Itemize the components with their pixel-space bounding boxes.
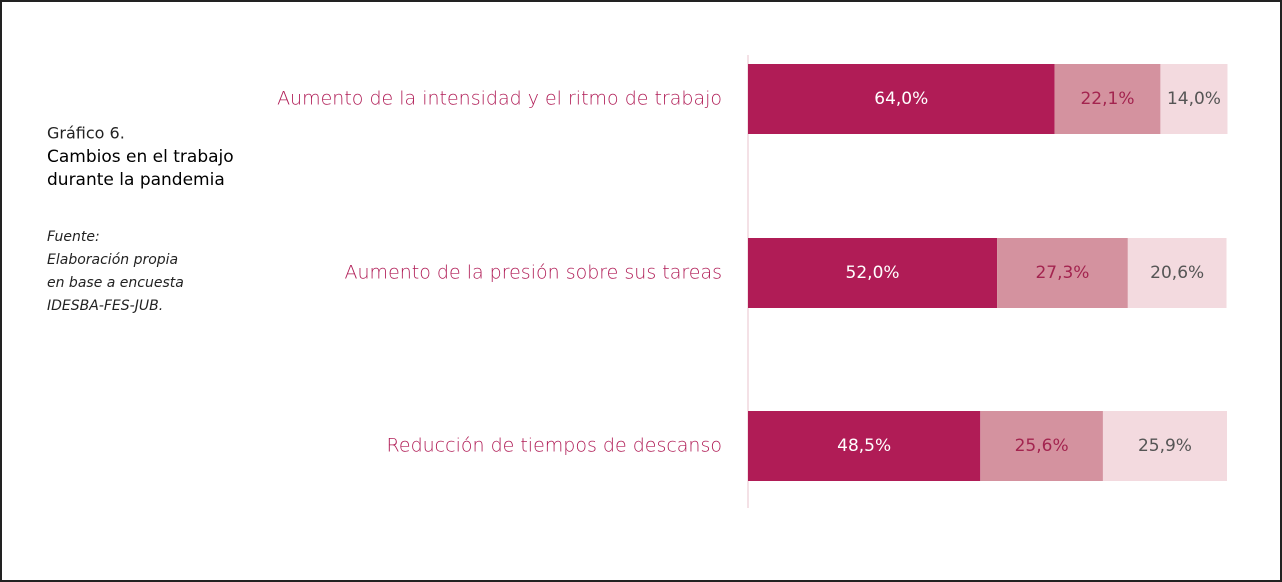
bar-segment (1127, 238, 1227, 308)
bar-segment (980, 411, 1103, 481)
value-label: 25,6% (1015, 436, 1069, 456)
source: Fuente: (47, 229, 100, 245)
value-label: 25,9% (1138, 436, 1192, 456)
source: en base a encuesta (47, 275, 184, 291)
chart-title: Cambios en el trabajo (47, 147, 234, 167)
value-label: 20,6% (1150, 263, 1204, 283)
bar-segment (1102, 411, 1227, 481)
bar-segment (1160, 64, 1228, 134)
value-label: 64,0% (874, 89, 928, 109)
bar-segment (997, 238, 1128, 308)
value-label: 48,5% (837, 436, 891, 456)
value-label: 52,0% (846, 263, 900, 283)
category-label: Reducción de tiempos de descanso (387, 435, 722, 457)
chart-title: durante la pandemia (47, 170, 225, 190)
source: IDESBA-FES-JUB. (47, 298, 163, 314)
bar-segment (748, 411, 981, 481)
category-label: Aumento de la presión sobre sus tareas (345, 262, 722, 284)
value-label: 14,0% (1167, 89, 1221, 109)
figure-number: Gráfico 6. (47, 124, 125, 143)
bar-segment (748, 238, 998, 308)
bar-segment (748, 64, 1055, 134)
value-label: 27,3% (1035, 263, 1089, 283)
source: Elaboración propia (47, 252, 178, 268)
value-label: 22,1% (1080, 89, 1134, 109)
bar-segment (1054, 64, 1161, 134)
category-label: Aumento de la intensidad y el ritmo de t… (277, 88, 722, 110)
